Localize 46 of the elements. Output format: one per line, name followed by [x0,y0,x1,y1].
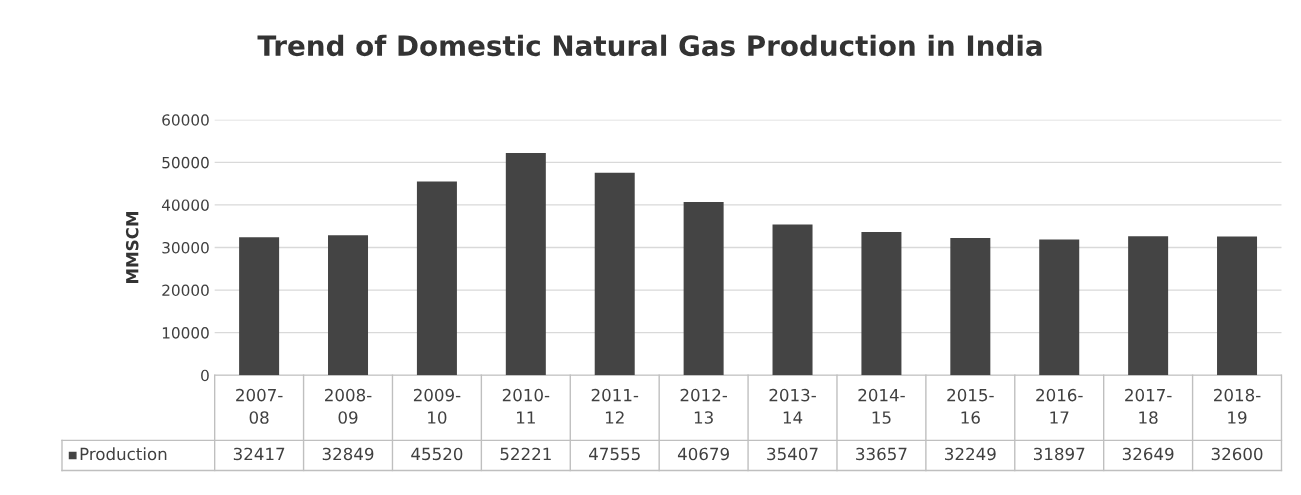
data-label: 47555 [589,447,640,461]
y-axis-title: MMSCM [125,212,139,283]
bar [1039,239,1080,376]
x-tick-label: 2017-18 [1125,388,1172,424]
x-tick-label: 2014-15 [858,388,905,424]
data-label: 32249 [945,447,996,461]
bar [239,237,280,376]
bar [772,224,813,376]
data-label: 40679 [677,447,729,461]
bar [861,231,902,376]
chart-title: Trend of Domestic Natural Gas Production in India [257,34,1042,57]
y-tick-label: 40000 [161,199,209,211]
y-tick-label: 60000 [162,114,209,126]
data-label: 45520 [411,447,463,461]
y-tick-label: 0 [201,369,209,382]
y-tick-label: 30000 [162,241,209,254]
data-label: 32849 [322,447,374,461]
x-tick-label: 2018-19 [1214,388,1261,424]
data-label: 33657 [856,447,907,461]
x-tick-label: 2010-11 [502,388,550,424]
x-tick-label: 2015-16 [947,388,994,424]
x-tick-label: 2007-08 [236,388,283,424]
bar [1217,236,1258,376]
x-tick-label: 2013-14 [769,388,816,424]
x-tick-label: 2009-10 [413,388,461,424]
x-tick-label: 2012-13 [680,388,728,424]
data-label: 32649 [1122,447,1174,461]
y-tick-label: 20000 [162,284,209,297]
bar [950,237,991,376]
bar [1128,236,1169,376]
bar [505,152,546,376]
x-tick-label: 2011-12 [591,388,639,424]
y-tick-label: 10000 [162,327,209,339]
data-label: 32600 [1211,447,1263,461]
bar [328,235,369,376]
data-label: 35407 [767,447,818,461]
x-tick-label: 2008-09 [325,388,372,424]
data-label: 52221 [500,447,551,461]
bar [594,172,635,376]
data-label: 32417 [233,447,285,461]
y-tick-label: 50000 [162,156,209,169]
bar [683,202,724,376]
bar [416,181,457,376]
data-label: 31897 [1033,447,1085,461]
x-tick-label: 2016-17 [1036,388,1083,424]
legend-label: Production [80,447,167,461]
